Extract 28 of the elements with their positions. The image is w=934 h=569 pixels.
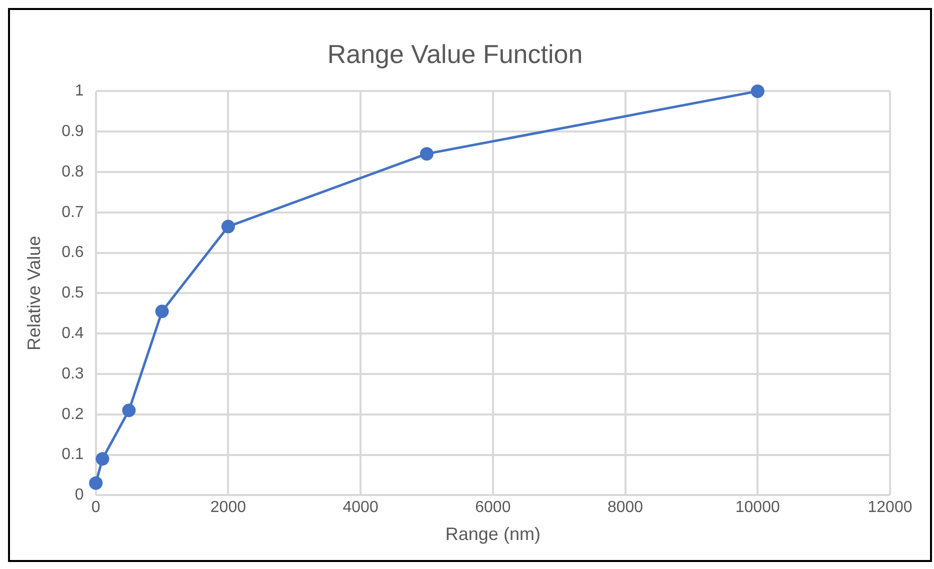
x-tick-label: 8000: [607, 499, 644, 516]
y-tick-label: 0: [74, 486, 84, 504]
point: [750, 84, 764, 98]
point: [221, 220, 235, 234]
y-tick-label: 0.1: [62, 446, 84, 464]
x-tick-label: 0: [91, 499, 100, 516]
x-tick-label: 2000: [210, 499, 246, 516]
x-tick-label: 6000: [475, 499, 511, 516]
y-tick-label: 0.8: [62, 163, 84, 180]
x-tick-label: 4000: [342, 499, 378, 516]
y-tick-label: 0.9: [62, 123, 84, 140]
y-tick-label: 0.6: [62, 244, 84, 262]
point: [420, 147, 434, 161]
chart-title: Range Value Function: [327, 38, 583, 69]
y-tick-label: 0.7: [62, 204, 84, 221]
y-tick-label: 0.3: [62, 365, 84, 382]
y-tick-label: 0.2: [62, 406, 84, 423]
point: [96, 452, 110, 466]
point: [89, 476, 103, 490]
x-tick-label: 10000: [735, 499, 780, 516]
y-tick-label: 0.4: [62, 325, 84, 342]
y-tick-label: 1: [74, 82, 84, 100]
point: [155, 304, 169, 318]
point: [122, 404, 136, 418]
x-axis-title: Range (nm): [445, 524, 540, 544]
x-tick-label: 12000: [868, 499, 912, 516]
y-axis-title: Relative Value: [24, 236, 44, 351]
y-tick-label: 0.5: [62, 284, 84, 302]
